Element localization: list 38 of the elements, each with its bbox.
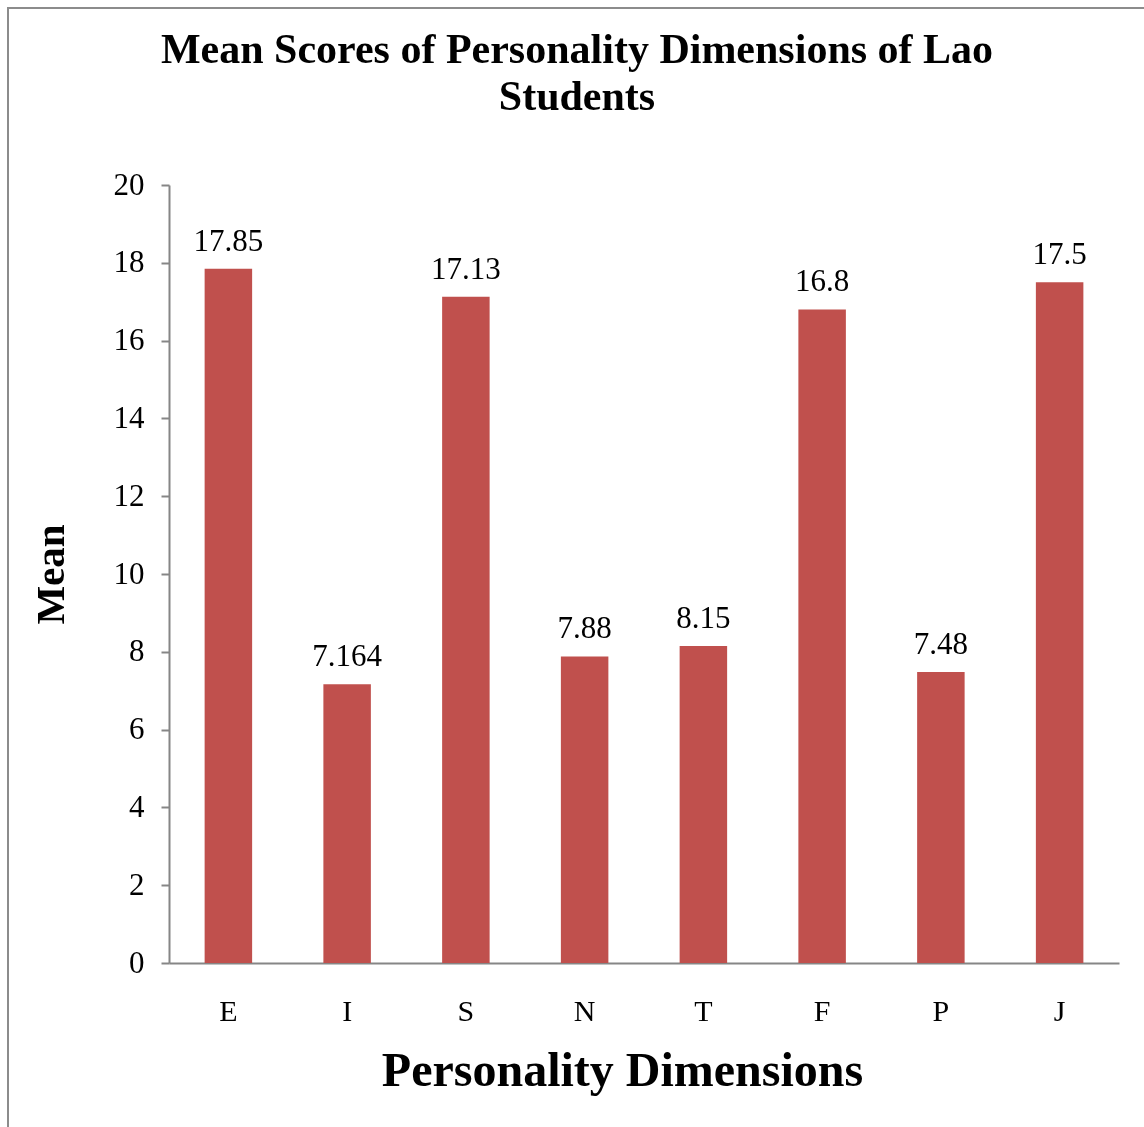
bar [560,656,609,963]
x-tick-label: F [813,993,831,1027]
x-tick-label: E [219,993,238,1027]
bar [679,645,728,963]
bar [323,684,371,963]
x-tick-label: J [1053,993,1066,1027]
y-tick-label: 2 [129,866,145,902]
y-tick-label: 6 [129,711,145,747]
y-tick-label: 14 [113,399,145,435]
y-tick-label: 0 [129,944,145,980]
data-label: 17.85 [193,222,264,258]
data-label: 7.164 [312,638,383,674]
chart-title: Mean Scores of Personality Dimensions of Lao Students [160,26,994,119]
data-label: 7.48 [913,626,968,662]
y-tick-label: 18 [113,244,145,280]
y-tick-label: 12 [113,477,145,513]
bar [442,296,490,963]
data-label: 8.15 [676,599,731,635]
y-axis-title: Mean [26,524,73,625]
bar [204,268,253,963]
bar [798,309,846,963]
bar [917,672,965,963]
y-tick-label: 4 [129,788,145,824]
y-tick-label: 10 [113,555,145,591]
data-label: 7.88 [557,610,612,646]
y-tick-label: 16 [113,322,145,358]
y-tick-label: 20 [113,166,145,202]
data-label: 17.5 [1032,236,1087,272]
bar [1035,282,1084,963]
x-tick-label: P [932,993,950,1027]
y-tick-label: 8 [129,633,145,669]
x-tick-label: T [694,993,713,1027]
x-tick-label: I [342,993,353,1027]
x-tick-label: S [457,993,475,1027]
data-label: 17.13 [431,250,501,286]
x-tick-label: N [573,993,596,1027]
data-label: 16.8 [795,263,850,299]
x-axis-title: Personality Dimensions [381,1042,864,1096]
